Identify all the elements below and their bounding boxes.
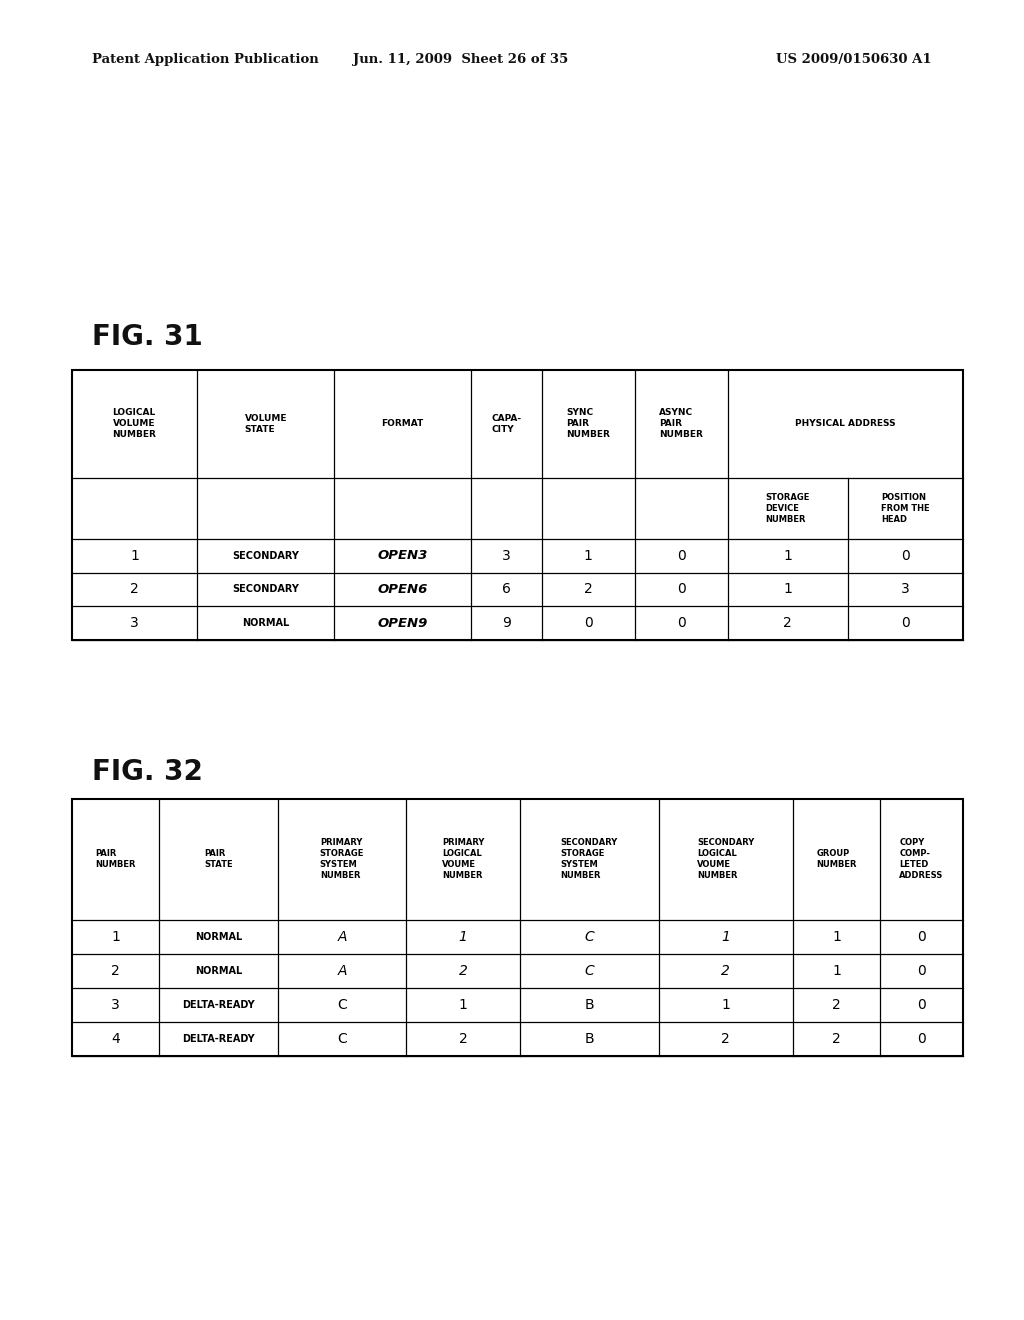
Text: 9: 9 [502, 616, 511, 630]
Text: 1: 1 [831, 964, 841, 978]
Text: 0: 0 [916, 964, 926, 978]
Text: B: B [585, 998, 594, 1012]
Text: CAPA-
CITY: CAPA- CITY [492, 413, 521, 434]
Text: 4: 4 [111, 1032, 120, 1045]
Text: SECONDARY: SECONDARY [232, 550, 299, 561]
Text: 1: 1 [721, 998, 730, 1012]
Text: 0: 0 [677, 582, 685, 597]
Text: 1: 1 [584, 549, 593, 562]
Text: US 2009/0150630 A1: US 2009/0150630 A1 [776, 53, 932, 66]
Text: 2: 2 [459, 1032, 467, 1045]
Text: NORMAL: NORMAL [195, 966, 242, 975]
Text: 1: 1 [783, 549, 793, 562]
Text: 6: 6 [502, 582, 511, 597]
Text: 1: 1 [721, 929, 730, 944]
Text: OPEN3: OPEN3 [377, 549, 428, 562]
Text: B: B [585, 1032, 594, 1045]
Text: C: C [337, 1032, 347, 1045]
Text: PRIMARY
STORAGE
SYSTEM
NUMBER: PRIMARY STORAGE SYSTEM NUMBER [319, 838, 365, 880]
Text: 0: 0 [677, 616, 685, 630]
Bar [72, 370, 963, 640]
Text: 0: 0 [584, 616, 593, 630]
Text: 0: 0 [916, 929, 926, 944]
Text: 3: 3 [502, 549, 511, 562]
Text: LOGICAL
VOLUME
NUMBER: LOGICAL VOLUME NUMBER [113, 408, 157, 440]
Text: Jun. 11, 2009  Sheet 26 of 35: Jun. 11, 2009 Sheet 26 of 35 [353, 53, 568, 66]
Text: C: C [337, 998, 347, 1012]
Text: 0: 0 [916, 998, 926, 1012]
Text: STORAGE
DEVICE
NUMBER: STORAGE DEVICE NUMBER [766, 492, 810, 524]
Text: 0: 0 [916, 1032, 926, 1045]
Text: 0: 0 [677, 549, 685, 562]
Text: ASYNC
PAIR
NUMBER: ASYNC PAIR NUMBER [659, 408, 703, 440]
Text: FIG. 32: FIG. 32 [92, 758, 203, 787]
Text: 1: 1 [831, 929, 841, 944]
Text: 0: 0 [901, 616, 909, 630]
Text: 2: 2 [584, 582, 593, 597]
Text: COPY
COMP-
LETED
ADDRESS: COPY COMP- LETED ADDRESS [899, 838, 943, 880]
Text: OPEN6: OPEN6 [377, 583, 428, 595]
Text: 0: 0 [901, 549, 909, 562]
Text: 2: 2 [459, 964, 468, 978]
Text: DELTA-READY: DELTA-READY [182, 1034, 255, 1044]
Text: C: C [585, 964, 594, 978]
Text: 1: 1 [459, 998, 468, 1012]
Text: 2: 2 [721, 964, 730, 978]
Text: PHYSICAL ADDRESS: PHYSICAL ADDRESS [795, 420, 895, 428]
Text: 2: 2 [833, 998, 841, 1012]
Text: 2: 2 [111, 964, 120, 978]
Text: PRIMARY
LOGICAL
VOUME
NUMBER: PRIMARY LOGICAL VOUME NUMBER [442, 838, 484, 880]
Text: GROUP
NUMBER: GROUP NUMBER [816, 849, 857, 869]
Text: 2: 2 [833, 1032, 841, 1045]
Text: 1: 1 [111, 929, 120, 944]
Text: NORMAL: NORMAL [242, 618, 290, 628]
Text: POSITION
FROM THE
HEAD: POSITION FROM THE HEAD [881, 492, 930, 524]
Text: DELTA-READY: DELTA-READY [182, 999, 255, 1010]
Text: PAIR
STATE: PAIR STATE [204, 849, 232, 869]
Text: SECONDARY
LOGICAL
VOUME
NUMBER: SECONDARY LOGICAL VOUME NUMBER [697, 838, 755, 880]
Text: 3: 3 [901, 582, 909, 597]
Text: Patent Application Publication: Patent Application Publication [92, 53, 318, 66]
Text: C: C [585, 929, 594, 944]
Text: SECONDARY
STORAGE
SYSTEM
NUMBER: SECONDARY STORAGE SYSTEM NUMBER [560, 838, 617, 880]
Text: 2: 2 [721, 1032, 730, 1045]
Text: 2: 2 [783, 616, 792, 630]
Text: A: A [337, 964, 347, 978]
Text: OPEN9: OPEN9 [377, 616, 428, 630]
Text: VOLUME
STATE: VOLUME STATE [245, 413, 287, 434]
Bar [72, 799, 963, 1056]
Text: 2: 2 [130, 582, 139, 597]
Text: SYNC
PAIR
NUMBER: SYNC PAIR NUMBER [566, 408, 610, 440]
Text: FORMAT: FORMAT [381, 420, 424, 428]
Text: 1: 1 [459, 929, 468, 944]
Text: 3: 3 [111, 998, 120, 1012]
Text: NORMAL: NORMAL [195, 932, 242, 941]
Text: SECONDARY: SECONDARY [232, 585, 299, 594]
Text: A: A [337, 929, 347, 944]
Text: 1: 1 [130, 549, 139, 562]
Text: FIG. 31: FIG. 31 [92, 322, 203, 351]
Text: 3: 3 [130, 616, 139, 630]
Text: PAIR
NUMBER: PAIR NUMBER [95, 849, 136, 869]
Text: 1: 1 [783, 582, 793, 597]
